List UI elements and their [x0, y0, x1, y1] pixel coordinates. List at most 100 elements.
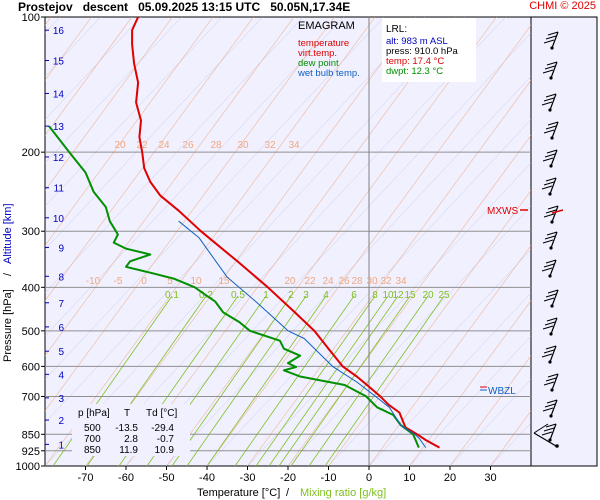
- wind-barb-base: [548, 108, 552, 112]
- wind-barb-flag: [543, 129, 555, 134]
- altitude-tick-label: 5: [58, 347, 64, 358]
- altitude-tick-label: 4: [58, 370, 64, 381]
- lrl-temp: temp: 17.4 °C: [386, 56, 444, 67]
- adiabat-line: [368, 245, 531, 466]
- altitude-tick-label: 13: [53, 122, 65, 133]
- table-cell: 700: [84, 434, 101, 445]
- theta-label: 24: [322, 276, 334, 287]
- wind-barb-flag: [547, 31, 559, 36]
- wind-barb-flag: [547, 289, 559, 294]
- isotherm-diagonal: [45, 17, 385, 380]
- theta-label: 5: [167, 276, 173, 287]
- y-tick-label: 100: [22, 12, 40, 24]
- isotherm-diagonal: [368, 292, 531, 466]
- mixing-ratio-label: 1: [263, 290, 269, 301]
- mixing-ratio-label: 0.5: [231, 290, 245, 301]
- wind-barb-flag: [542, 157, 554, 162]
- wind-barb-flag: [545, 423, 557, 428]
- table-cell: 500: [84, 423, 101, 434]
- mixing-ratio-label: 3: [303, 290, 309, 301]
- wind-barb-flag: [543, 297, 555, 302]
- wind-barb-base: [548, 192, 552, 196]
- mixing-ratio-label: 15: [404, 290, 416, 301]
- theta-label: 10: [190, 276, 202, 287]
- x-tick-label: -10: [321, 472, 337, 484]
- y-axis-title-sep: /: [2, 272, 14, 276]
- wbzl-label: WBZL: [488, 386, 516, 397]
- table-cell: 2.8: [124, 434, 138, 445]
- lrl-title: LRL:: [386, 24, 407, 35]
- table-cell: 850: [84, 445, 101, 456]
- adiabat-line: [409, 300, 531, 466]
- table-header-t: T: [124, 408, 130, 419]
- mixing-ratio-label: 12: [392, 290, 404, 301]
- sounding-datetime: 05.09.2025 13:15 UTC: [138, 0, 261, 14]
- isotherm-diagonal: [45, 17, 142, 120]
- altitude-tick-label: 10: [53, 214, 65, 225]
- wind-barb-flag: [545, 209, 557, 214]
- theta-label: -10: [86, 276, 101, 287]
- adiabat-line: [166, 17, 497, 466]
- mixing-ratio-label: 2: [288, 290, 294, 301]
- mixing-ratio-label: 6: [351, 290, 357, 301]
- theta-label: 26: [182, 140, 194, 151]
- wind-barb-flag: [545, 125, 557, 130]
- x-tick-label: -20: [280, 472, 296, 484]
- isotherm-diagonal: [45, 17, 466, 466]
- chart-header: Prostejov descent 05.09.2025 13:15 UTC 5…: [18, 0, 350, 14]
- legend-title: EMAGRAM: [298, 20, 355, 32]
- theta-label: 0: [141, 276, 147, 287]
- wind-barb-staff: [551, 373, 559, 391]
- mixing-ratio-label: 8: [372, 290, 378, 301]
- isotherm-diagonal: [45, 17, 344, 337]
- plot-background: [44, 16, 532, 467]
- legend-item-virt-temp: virt.temp.: [298, 48, 337, 59]
- altitude-tick-label: 2: [58, 416, 64, 427]
- y-tick-label: 600: [22, 361, 40, 373]
- x-tick-label: 0: [366, 472, 372, 484]
- wind-barb-base: [549, 332, 553, 336]
- wind-barb-staff: [549, 93, 557, 111]
- table-cell: -29.4: [151, 423, 174, 434]
- isotherm-diagonal: [125, 32, 531, 466]
- mixing-ratio-label: 4: [323, 290, 329, 301]
- x-tick-label: -30: [240, 472, 256, 484]
- altitude-tick-label: 15: [53, 57, 65, 68]
- table-cell: -13.5: [115, 423, 138, 434]
- wind-barb-flag: [545, 35, 557, 40]
- isotherm-diagonal: [45, 17, 304, 294]
- wind-barb-base: [550, 220, 554, 224]
- wind-barb-base: [549, 164, 553, 168]
- adiabat-line: [45, 17, 335, 412]
- x-axis-title-temp: Temperature [°C]: [197, 487, 280, 499]
- wind-barb-staff: [549, 259, 557, 277]
- station-coords: 50.05N,17.34E: [270, 0, 351, 14]
- wind-barb-flag: [542, 407, 554, 412]
- series-layer: [48, 17, 440, 449]
- legend-item-dew-point: dew point: [298, 58, 339, 69]
- isotherm-diagonal: [328, 249, 531, 466]
- legend-item-temperature: temperature: [298, 38, 349, 49]
- y-tick-label: 925: [22, 446, 40, 458]
- isotherm-diagonal: [45, 17, 223, 207]
- wind-barb-base: [549, 414, 553, 418]
- levels-table: p [hPa] T Td [°C] 500 -13.5 -29.4 700 2.…: [72, 404, 190, 456]
- theta-label: 22: [136, 140, 148, 151]
- wbzl-marker: WBZL: [480, 386, 516, 397]
- table-cell: 11.9: [119, 445, 138, 456]
- mixing-ratio-label: 0.1: [165, 290, 179, 301]
- x-tick-label: -40: [199, 472, 215, 484]
- theta-label: 32: [264, 140, 276, 151]
- legend: EMAGRAM temperature virt.temp. dew point…: [297, 20, 360, 79]
- wind-barb-base: [550, 304, 554, 308]
- lrl-dwpt: dwpt: 12.3 °C: [386, 66, 443, 77]
- wind-barb-flag: [543, 97, 555, 102]
- mixing-ratio-label: 20: [422, 290, 434, 301]
- wind-barb-flag: [544, 235, 556, 240]
- wind-barb-base: [555, 444, 559, 448]
- grid-layer: [45, 17, 531, 466]
- wind-barb-flag: [546, 61, 558, 66]
- wind-barb-flag: [547, 121, 559, 126]
